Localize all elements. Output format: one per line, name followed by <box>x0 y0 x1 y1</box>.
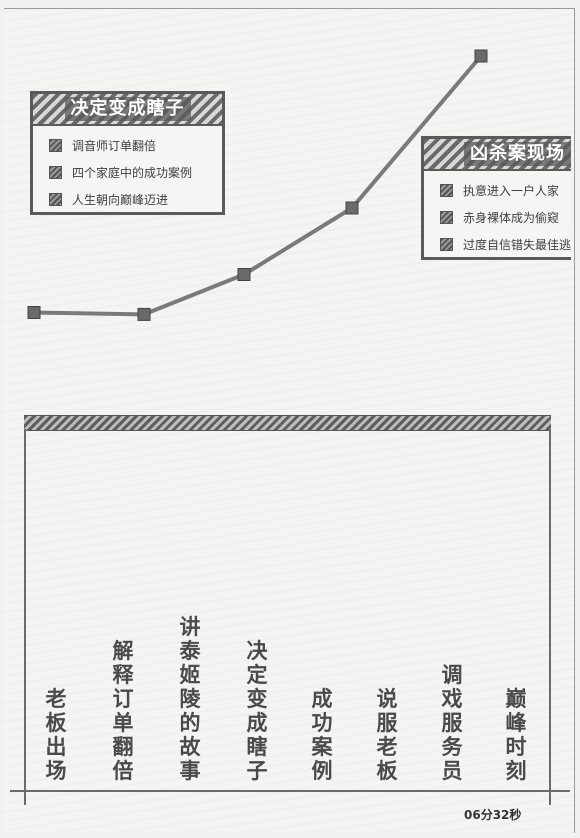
list-item: 赤身裸体成为偷窥 <box>424 204 571 231</box>
stage-label-8: 巅峰时刻 <box>505 687 527 783</box>
stage-label-7: 调戏服务员 <box>441 663 463 783</box>
callout-decide-title: 决定变成瞎子 <box>64 97 191 121</box>
callout-decide: 决定变成瞎子 调音师订单翻倍 四个家庭中的成功案例 人生朝向巅峰迈进 <box>30 91 225 215</box>
timeline-board <box>24 415 551 805</box>
list-item-text: 四个家庭中的成功案例 <box>72 166 193 180</box>
stage-label-6: 说服老板 <box>376 687 398 783</box>
list-item: 四个家庭中的成功案例 <box>33 159 222 186</box>
hatched-square-icon <box>49 139 62 152</box>
plot-point-4 <box>345 201 359 215</box>
timeline-board-left-edge <box>24 429 26 805</box>
callout-murder-list: 执意进入一户人家 赤身裸体成为偷窥 过度自信错失最佳逃 <box>424 171 571 258</box>
plot-point-1 <box>27 306 41 319</box>
hatched-square-icon <box>49 193 62 206</box>
list-item-text: 赤身裸体成为偷窥 <box>463 211 560 225</box>
callout-murder-header: 凶杀案现场 <box>424 139 571 171</box>
list-item-text: 人生朝向巅峰迈进 <box>72 193 169 207</box>
callout-decide-header: 决定变成瞎子 <box>33 94 222 126</box>
stage-label-3: 讲泰姬陵的故事 <box>179 615 201 783</box>
bottom-rule <box>10 790 570 792</box>
stage-label-5: 成功案例 <box>311 687 333 783</box>
plot-markers <box>27 49 488 321</box>
stage-label-4: 决定变成瞎子 <box>246 639 268 783</box>
timeline-board-header <box>24 415 551 431</box>
callout-murder: 凶杀案现场 执意进入一户人家 赤身裸体成为偷窥 过度自信错失最佳逃 <box>421 136 571 260</box>
plot-point-3 <box>237 268 251 281</box>
list-item: 过度自信错失最佳逃 <box>424 231 571 258</box>
callout-murder-title: 凶杀案现场 <box>464 142 571 166</box>
plot-point-5 <box>474 49 488 63</box>
list-item: 人生朝向巅峰迈进 <box>33 186 222 213</box>
callout-decide-list: 调音师订单翻倍 四个家庭中的成功案例 人生朝向巅峰迈进 <box>33 126 222 213</box>
timestamp: 06分32秒 <box>464 808 522 822</box>
hatched-square-icon <box>49 166 62 179</box>
hatched-square-icon <box>440 211 453 224</box>
stage-label-2: 解释订单翻倍 <box>112 639 134 783</box>
list-item-text: 调音师订单翻倍 <box>72 139 157 153</box>
list-item-text: 过度自信错失最佳逃 <box>463 238 571 252</box>
timeline-board-right-edge <box>549 429 551 805</box>
hatched-square-icon <box>440 184 453 197</box>
list-item-text: 执意进入一户人家 <box>463 184 560 198</box>
list-item: 执意进入一户人家 <box>424 177 571 204</box>
list-item: 调音师订单翻倍 <box>33 132 222 159</box>
hatched-square-icon <box>440 238 453 251</box>
plot-point-2 <box>137 307 151 321</box>
stage-label-1: 老板出场 <box>45 687 67 783</box>
